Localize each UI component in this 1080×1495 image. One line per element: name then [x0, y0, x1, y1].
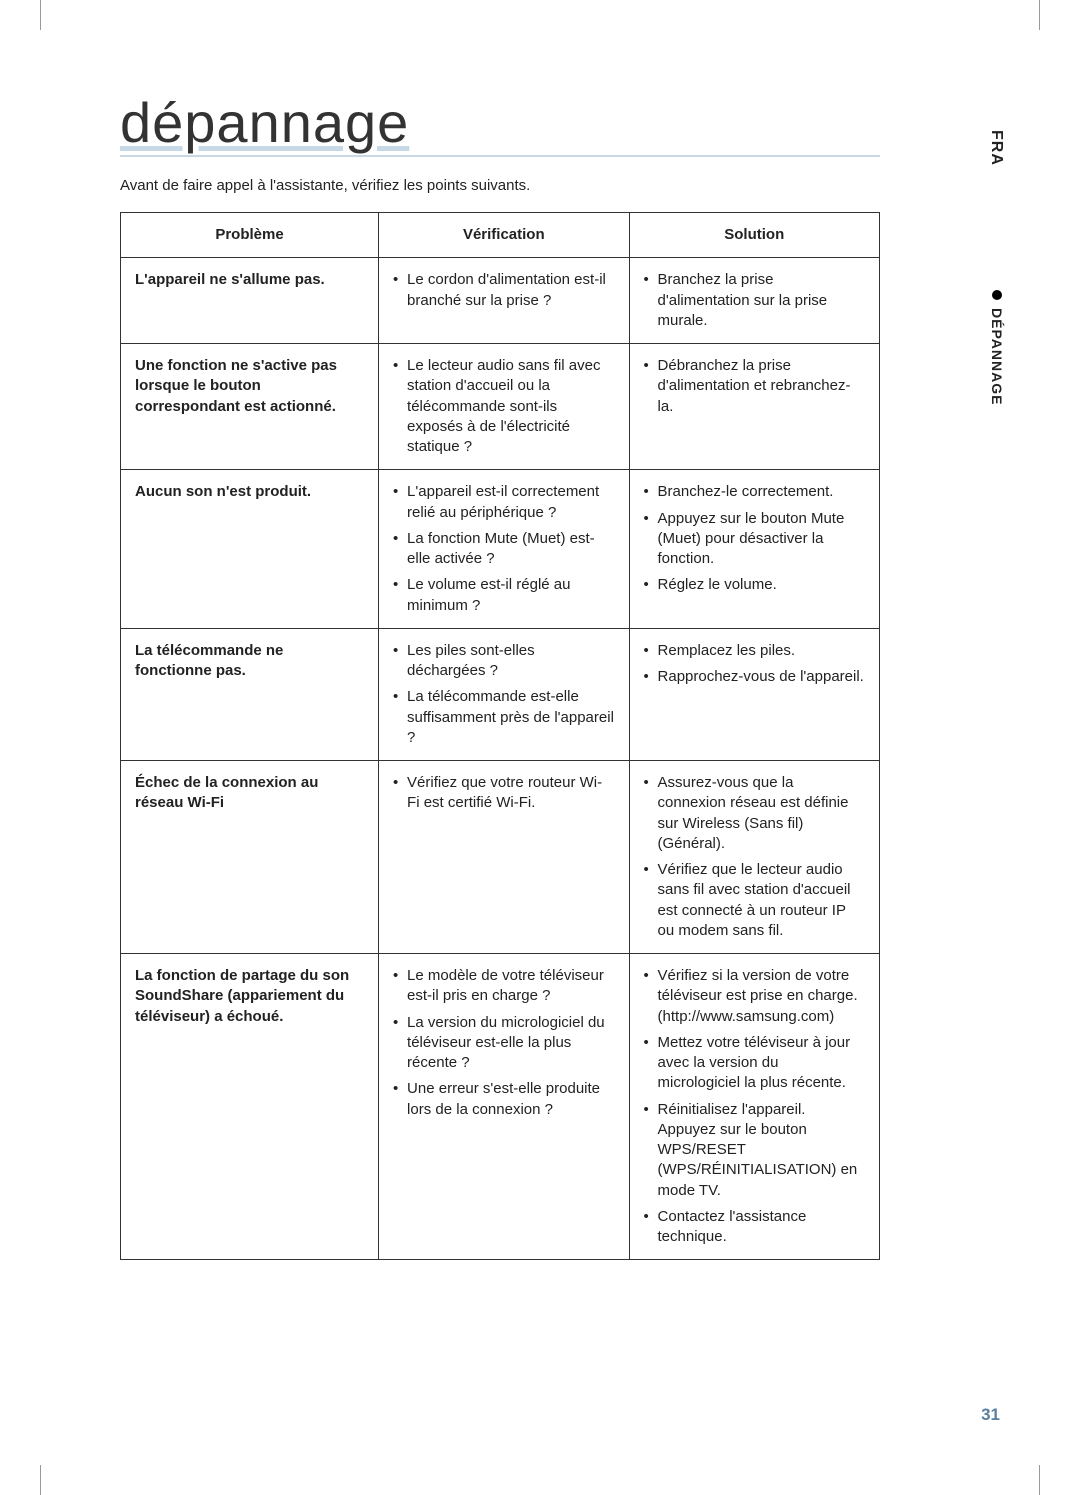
solution-cell: Remplacez les piles. Rapprochez-vous de l…: [629, 628, 879, 760]
problem-cell: La fonction de partage du son SoundShare…: [121, 954, 379, 1260]
check-cell: Vérifiez que votre routeur Wi-Fi est cer…: [379, 761, 629, 954]
list-item: Une erreur s'est-elle produite lors de l…: [393, 1079, 614, 1120]
crop-mark: [40, 0, 70, 30]
list-item: Le lecteur audio sans fil avec station d…: [393, 356, 614, 457]
table-row: Une fonction ne s'active pas lorsque le …: [121, 344, 880, 470]
list-item: Remplacez les piles.: [644, 641, 865, 661]
check-cell: Le cordon d'alimentation est-il branché …: [379, 258, 629, 344]
list-item: Le cordon d'alimentation est-il branché …: [393, 270, 614, 311]
check-cell: Les piles sont-elles déchargées ? La télé…: [379, 628, 629, 760]
col-header-check: Vérification: [379, 213, 629, 258]
solution-cell: Vérifiez si la version de votre télévise…: [629, 954, 879, 1260]
list-item: Assurez-vous que la connexion réseau est…: [644, 773, 865, 854]
page-number: 31: [981, 1405, 1000, 1425]
list-item: La version du micrologiciel du téléviseu…: [393, 1013, 614, 1074]
troubleshooting-table: Problème Vérification Solution L'apparei…: [120, 212, 880, 1260]
list-item: Branchez la prise d'alimentation sur la …: [644, 270, 865, 331]
list-item: Les piles sont-elles déchargées ?: [393, 641, 614, 682]
col-header-problem: Problème: [121, 213, 379, 258]
solution-cell: Débranchez la prise d'alimentation et re…: [629, 344, 879, 470]
check-cell: Le modèle de votre téléviseur est-il pri…: [379, 954, 629, 1260]
col-header-solution: Solution: [629, 213, 879, 258]
problem-cell: La télécommande ne fonctionne pas.: [121, 628, 379, 760]
table-row: La fonction de partage du son SoundShare…: [121, 954, 880, 1260]
list-item: Vérifiez que votre routeur Wi-Fi est cer…: [393, 773, 614, 814]
solution-cell: Assurez-vous que la connexion réseau est…: [629, 761, 879, 954]
crop-mark: [1010, 0, 1040, 30]
list-item: La fonction Mute (Muet) est-elle activée…: [393, 529, 614, 570]
crop-mark: [40, 1465, 70, 1495]
intro-text: Avant de faire appel à l'assistante, vér…: [120, 177, 880, 194]
side-section-label: DÉPANNAGE: [989, 308, 1005, 405]
list-item: La télécommande est-elle suffisamment pr…: [393, 687, 614, 748]
table-row: Aucun son n'est produit. L'appareil est-i…: [121, 470, 880, 629]
list-item: Réglez le volume.: [644, 575, 865, 595]
table-row: Échec de la connexion au réseau Wi-Fi Vér…: [121, 761, 880, 954]
bullet-icon: [992, 290, 1002, 300]
problem-cell: Aucun son n'est produit.: [121, 470, 379, 629]
list-item: Rapprochez-vous de l'appareil.: [644, 667, 865, 687]
side-section-tab: DÉPANNAGE: [989, 290, 1005, 405]
list-item: Contactez l'assistance technique.: [644, 1207, 865, 1248]
list-item: Débranchez la prise d'alimentation et re…: [644, 356, 865, 417]
list-item: Mettez votre téléviseur à jour avec la v…: [644, 1033, 865, 1094]
table-row: La télécommande ne fonctionne pas.Les pi…: [121, 628, 880, 760]
list-item: Le volume est-il réglé au minimum ?: [393, 575, 614, 616]
page-content: dépannage Avant de faire appel à l'assis…: [120, 90, 880, 1260]
side-language-tab: FRA: [987, 130, 1005, 166]
problem-cell: L'appareil ne s'allume pas.: [121, 258, 379, 344]
solution-cell: Branchez-le correctement. Appuyez sur le …: [629, 470, 879, 629]
list-item: Réinitialisez l'appareil. Appuyez sur le…: [644, 1100, 865, 1201]
solution-cell: Branchez la prise d'alimentation sur la …: [629, 258, 879, 344]
list-item: Le modèle de votre téléviseur est-il pri…: [393, 966, 614, 1007]
table-header-row: Problème Vérification Solution: [121, 213, 880, 258]
table-row: L'appareil ne s'allume pas. Le cordon d'a…: [121, 258, 880, 344]
crop-mark: [1010, 1465, 1040, 1495]
problem-cell: Une fonction ne s'active pas lorsque le …: [121, 344, 379, 470]
list-item: Vérifiez si la version de votre télévise…: [644, 966, 865, 1027]
list-item: Branchez-le correctement.: [644, 482, 865, 502]
page-title: dépannage: [120, 91, 409, 154]
list-item: L'appareil est-il correctement relié au …: [393, 482, 614, 523]
problem-cell: Échec de la connexion au réseau Wi-Fi: [121, 761, 379, 954]
title-wrap: dépannage: [120, 90, 880, 157]
list-item: Vérifiez que le lecteur audio sans fil a…: [644, 860, 865, 941]
check-cell: L'appareil est-il correctement relié au …: [379, 470, 629, 629]
list-item: Appuyez sur le bouton Mute (Muet) pour d…: [644, 509, 865, 570]
check-cell: Le lecteur audio sans fil avec station d…: [379, 344, 629, 470]
